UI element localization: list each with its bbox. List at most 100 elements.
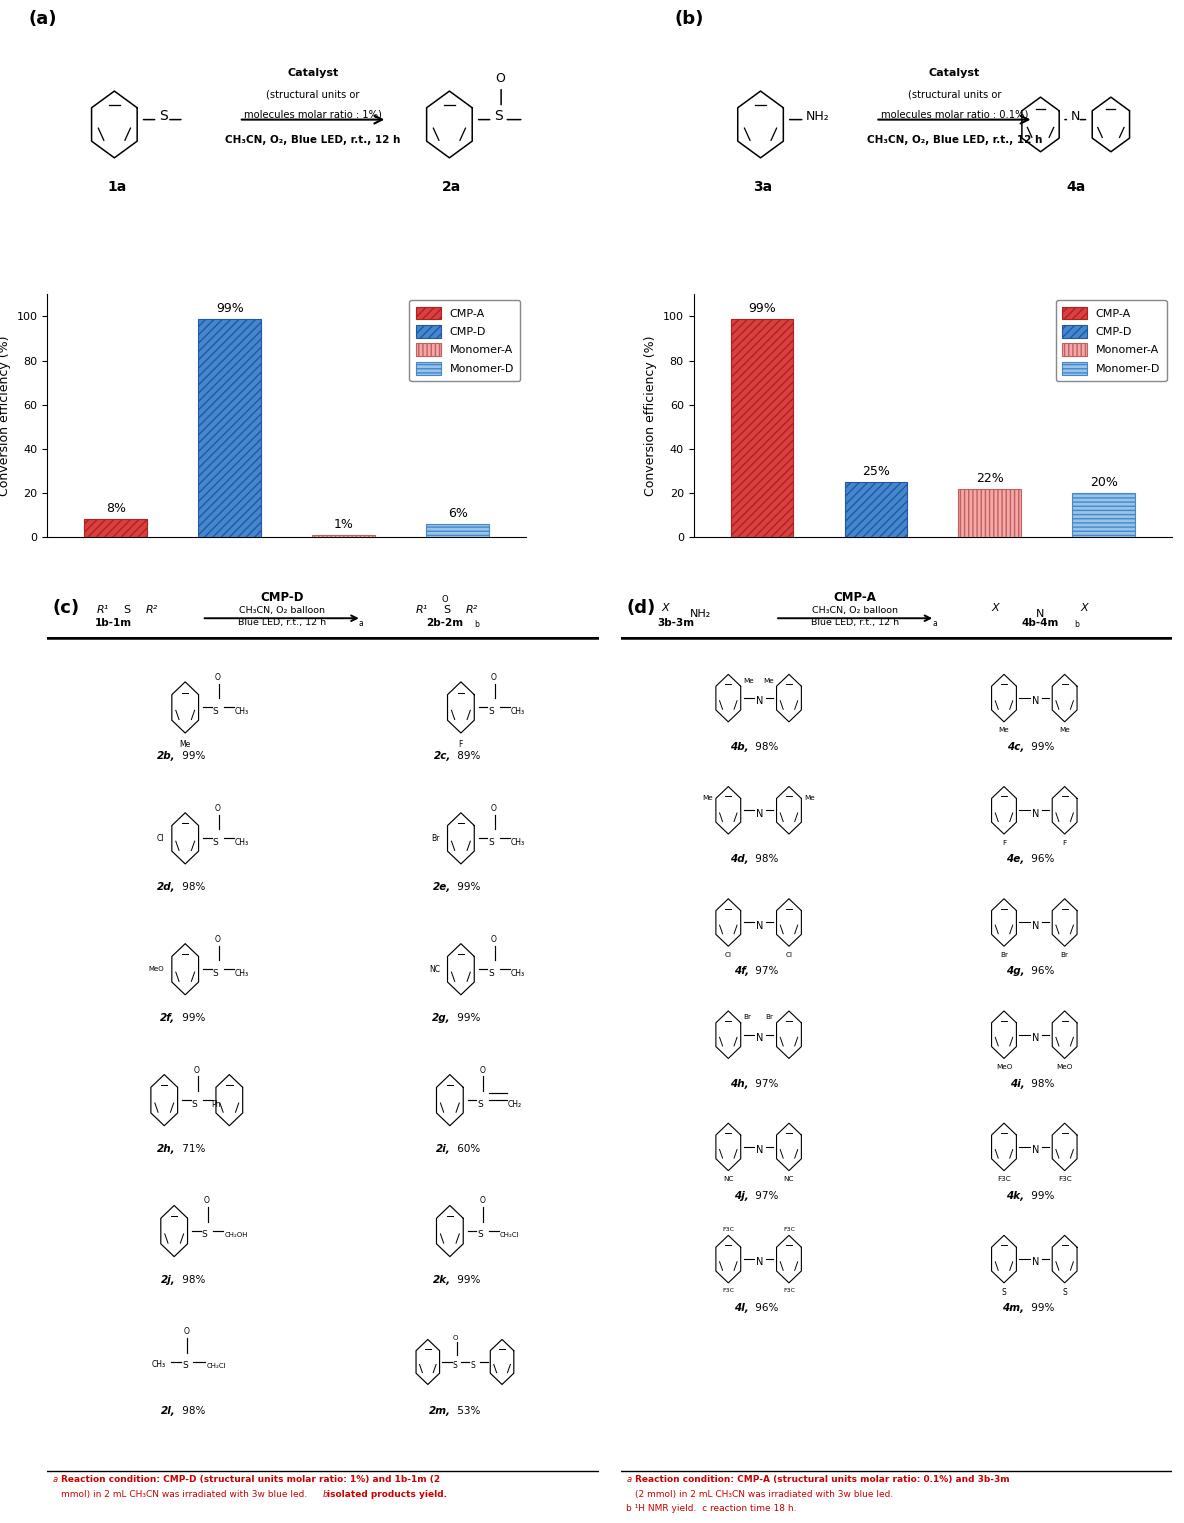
Text: 98%: 98% xyxy=(752,742,778,752)
Text: CH₃: CH₃ xyxy=(510,838,525,847)
Text: 2b-2m: 2b-2m xyxy=(426,618,463,629)
Text: S: S xyxy=(477,1231,483,1240)
Text: MeO: MeO xyxy=(149,966,165,972)
Text: N: N xyxy=(1031,921,1038,931)
Text: S: S xyxy=(1062,1288,1067,1298)
Text: O: O xyxy=(204,1197,210,1206)
Text: 2j,: 2j, xyxy=(161,1275,175,1285)
Text: S: S xyxy=(494,108,503,123)
Text: N: N xyxy=(1031,1258,1038,1267)
Text: CH₃CN, O₂ balloon: CH₃CN, O₂ balloon xyxy=(812,606,899,615)
Text: O: O xyxy=(440,594,448,603)
Bar xyxy=(731,318,793,538)
Text: S: S xyxy=(489,969,494,978)
Text: 2k,: 2k, xyxy=(433,1275,451,1285)
Text: Ph: Ph xyxy=(211,1100,220,1109)
Text: MeO: MeO xyxy=(1056,1065,1073,1071)
Legend: CMP-A, CMP-D, Monomer-A, Monomer-D: CMP-A, CMP-D, Monomer-A, Monomer-D xyxy=(1056,300,1166,381)
Text: 99%: 99% xyxy=(455,882,481,892)
Text: N: N xyxy=(1036,609,1044,620)
Text: O: O xyxy=(490,935,496,944)
Text: 4a: 4a xyxy=(1067,180,1086,195)
Text: F3C: F3C xyxy=(722,1226,734,1232)
Text: N: N xyxy=(1031,696,1038,707)
Text: 60%: 60% xyxy=(455,1144,481,1154)
Text: O: O xyxy=(194,1066,200,1075)
Text: N: N xyxy=(1031,1033,1038,1043)
Text: CH₃: CH₃ xyxy=(234,707,249,716)
Text: 99%: 99% xyxy=(455,1013,481,1023)
Text: O: O xyxy=(495,72,506,85)
Text: 2d,: 2d, xyxy=(156,882,175,892)
Text: 99%: 99% xyxy=(179,751,205,762)
Text: 1%: 1% xyxy=(334,518,354,532)
Text: Br: Br xyxy=(1000,952,1008,958)
Text: 4i,: 4i, xyxy=(1010,1078,1024,1089)
Text: CH₃: CH₃ xyxy=(510,707,525,716)
Text: 4k,: 4k, xyxy=(1006,1191,1024,1200)
Text: 2m,: 2m, xyxy=(429,1406,451,1416)
Y-axis label: Conversion efficiency (%): Conversion efficiency (%) xyxy=(0,335,11,496)
Text: (structural units or: (structural units or xyxy=(908,90,1002,101)
Text: S: S xyxy=(159,108,168,123)
Text: F3C: F3C xyxy=(1057,1176,1072,1182)
Text: N: N xyxy=(755,1258,764,1267)
Text: Reaction condition: CMP-A (structural units molar ratio: 0.1%) and 3b-3m: Reaction condition: CMP-A (structural un… xyxy=(635,1474,1009,1483)
Bar xyxy=(199,318,260,538)
Text: 1a: 1a xyxy=(107,180,127,195)
Text: Me: Me xyxy=(804,795,815,801)
Text: N: N xyxy=(755,696,764,707)
Text: 53%: 53% xyxy=(455,1406,481,1416)
Text: F: F xyxy=(1002,839,1006,845)
Text: 97%: 97% xyxy=(752,1078,778,1089)
Text: 98%: 98% xyxy=(752,854,778,864)
Text: CH₃: CH₃ xyxy=(234,838,249,847)
Text: (a): (a) xyxy=(28,11,57,29)
Text: Br: Br xyxy=(431,835,440,842)
Text: (structural units or: (structural units or xyxy=(266,90,360,101)
Bar xyxy=(959,489,1021,538)
Text: 25%: 25% xyxy=(862,465,890,478)
Text: N: N xyxy=(755,921,764,931)
Text: R¹: R¹ xyxy=(96,605,109,615)
Bar xyxy=(426,524,489,538)
Text: 2h,: 2h, xyxy=(156,1144,175,1154)
Bar xyxy=(844,481,907,538)
Text: CMP-D: CMP-D xyxy=(260,591,303,605)
Text: Me: Me xyxy=(762,678,773,684)
Text: Me: Me xyxy=(998,728,1010,733)
Text: CH₂Cl: CH₂Cl xyxy=(500,1232,520,1238)
Text: N: N xyxy=(755,1145,764,1156)
Text: 3b-3m: 3b-3m xyxy=(657,618,695,629)
Text: S: S xyxy=(213,969,219,978)
Text: CH₃: CH₃ xyxy=(510,969,525,978)
Text: 98%: 98% xyxy=(179,882,205,892)
Text: 4m,: 4m, xyxy=(1003,1304,1024,1313)
Text: 4f,: 4f, xyxy=(734,966,748,976)
Text: 4c,: 4c, xyxy=(1008,742,1024,752)
Text: CH₃: CH₃ xyxy=(234,969,249,978)
Text: b: b xyxy=(323,1489,328,1499)
Text: CH₃CN, O₂ balloon: CH₃CN, O₂ balloon xyxy=(239,606,324,615)
Text: O: O xyxy=(453,1336,458,1340)
Text: 99%: 99% xyxy=(1028,742,1054,752)
Text: Me: Me xyxy=(180,740,191,749)
Text: 99%: 99% xyxy=(215,302,244,315)
Text: 4b,: 4b, xyxy=(731,742,748,752)
Text: CMP-A: CMP-A xyxy=(834,591,876,605)
Text: 4j,: 4j, xyxy=(734,1191,748,1200)
Text: 99%: 99% xyxy=(1028,1304,1054,1313)
Text: CH₃CN, O₂, Blue LED, r.t., 12 h: CH₃CN, O₂, Blue LED, r.t., 12 h xyxy=(867,134,1042,145)
Text: Br: Br xyxy=(1061,952,1069,958)
Text: NC: NC xyxy=(784,1176,794,1182)
Text: F: F xyxy=(458,740,463,749)
Text: (2 mmol) in 2 mL CH₃CN was irradiated with 3w blue led.: (2 mmol) in 2 mL CH₃CN was irradiated wi… xyxy=(635,1489,893,1499)
Text: S: S xyxy=(470,1362,475,1371)
Text: NH₂: NH₂ xyxy=(806,110,830,123)
Text: 99%: 99% xyxy=(455,1275,481,1285)
Text: F: F xyxy=(1062,839,1067,845)
Text: 98%: 98% xyxy=(179,1406,205,1416)
Text: NH₂: NH₂ xyxy=(690,609,712,620)
Text: 4g,: 4g, xyxy=(1005,966,1024,976)
Text: CH₃: CH₃ xyxy=(152,1360,166,1369)
